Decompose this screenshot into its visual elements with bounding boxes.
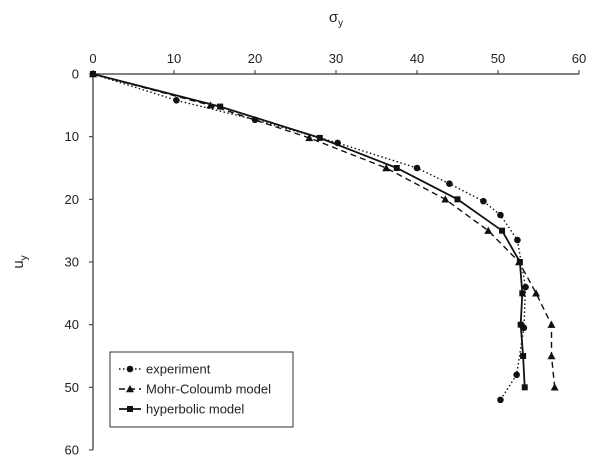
data-point: [547, 320, 556, 328]
series-layer: [89, 70, 559, 404]
data-point: [519, 290, 526, 297]
data-point: [446, 180, 453, 187]
series-line: [92, 73, 556, 388]
data-point: [480, 197, 487, 205]
legend-marker: [126, 385, 134, 393]
data-point: [499, 227, 506, 234]
legend-item: Mohr-Coloumb model: [119, 382, 271, 397]
data-point: [521, 384, 528, 391]
data-point: [522, 283, 529, 291]
data-point: [532, 289, 541, 297]
data-point: [517, 321, 524, 328]
y-tick-label: 60: [65, 443, 79, 456]
series-1: [89, 70, 529, 404]
data-point: [484, 226, 493, 234]
data-point: [547, 352, 556, 360]
data-point: [497, 211, 504, 219]
y-tick-label: 40: [65, 317, 79, 332]
y-tick-label: 30: [65, 255, 79, 270]
legend-marker: [127, 406, 133, 412]
data-point: [413, 164, 421, 172]
x-tick-label: 60: [572, 51, 586, 66]
data-point: [441, 195, 450, 203]
legend-item: hyperbolic model: [119, 402, 244, 417]
x-tick-label: 30: [329, 51, 343, 66]
y-tick-label: 50: [65, 380, 79, 395]
data-point: [393, 165, 400, 171]
data-point: [173, 97, 180, 104]
data-point: [550, 383, 559, 391]
y-tick-label: 10: [65, 129, 79, 144]
y-axis-title: uy: [10, 255, 30, 268]
series-line: [92, 73, 527, 401]
data-point: [516, 259, 523, 265]
data-point: [90, 71, 96, 77]
data-point: [305, 133, 314, 142]
data-point: [514, 236, 521, 244]
x-tick-label: 0: [89, 51, 96, 66]
axes: 0 10 20 30 40 50 60 0 10 20 30 40 50 60 σy uy: [10, 9, 586, 456]
x-axis-title: σy: [329, 9, 343, 29]
data-point: [513, 371, 520, 379]
legend-label: experiment: [146, 362, 211, 377]
data-point: [217, 103, 224, 110]
series-3: [90, 71, 528, 391]
data-point: [497, 396, 504, 404]
data-point: [520, 353, 527, 359]
data-point: [454, 196, 461, 203]
legend-label: hyperbolic model: [146, 402, 244, 417]
series-2: [89, 70, 559, 391]
legend: experiment Mohr-Coloumb model hyperbolic m…: [109, 351, 294, 428]
data-point: [382, 164, 391, 172]
legend-item: experiment: [119, 362, 211, 377]
legend-label: Mohr-Coloumb model: [146, 382, 271, 397]
y-tick-label: 0: [72, 67, 79, 82]
y-tick-label: 20: [65, 192, 79, 207]
data-point: [316, 134, 323, 141]
x-tick-label: 40: [410, 51, 424, 66]
x-tick-label: 10: [167, 51, 181, 66]
series-line: [92, 73, 526, 388]
x-tick-label: 50: [491, 51, 505, 66]
x-tick-label: 20: [248, 51, 262, 66]
legend-marker: [126, 365, 134, 373]
